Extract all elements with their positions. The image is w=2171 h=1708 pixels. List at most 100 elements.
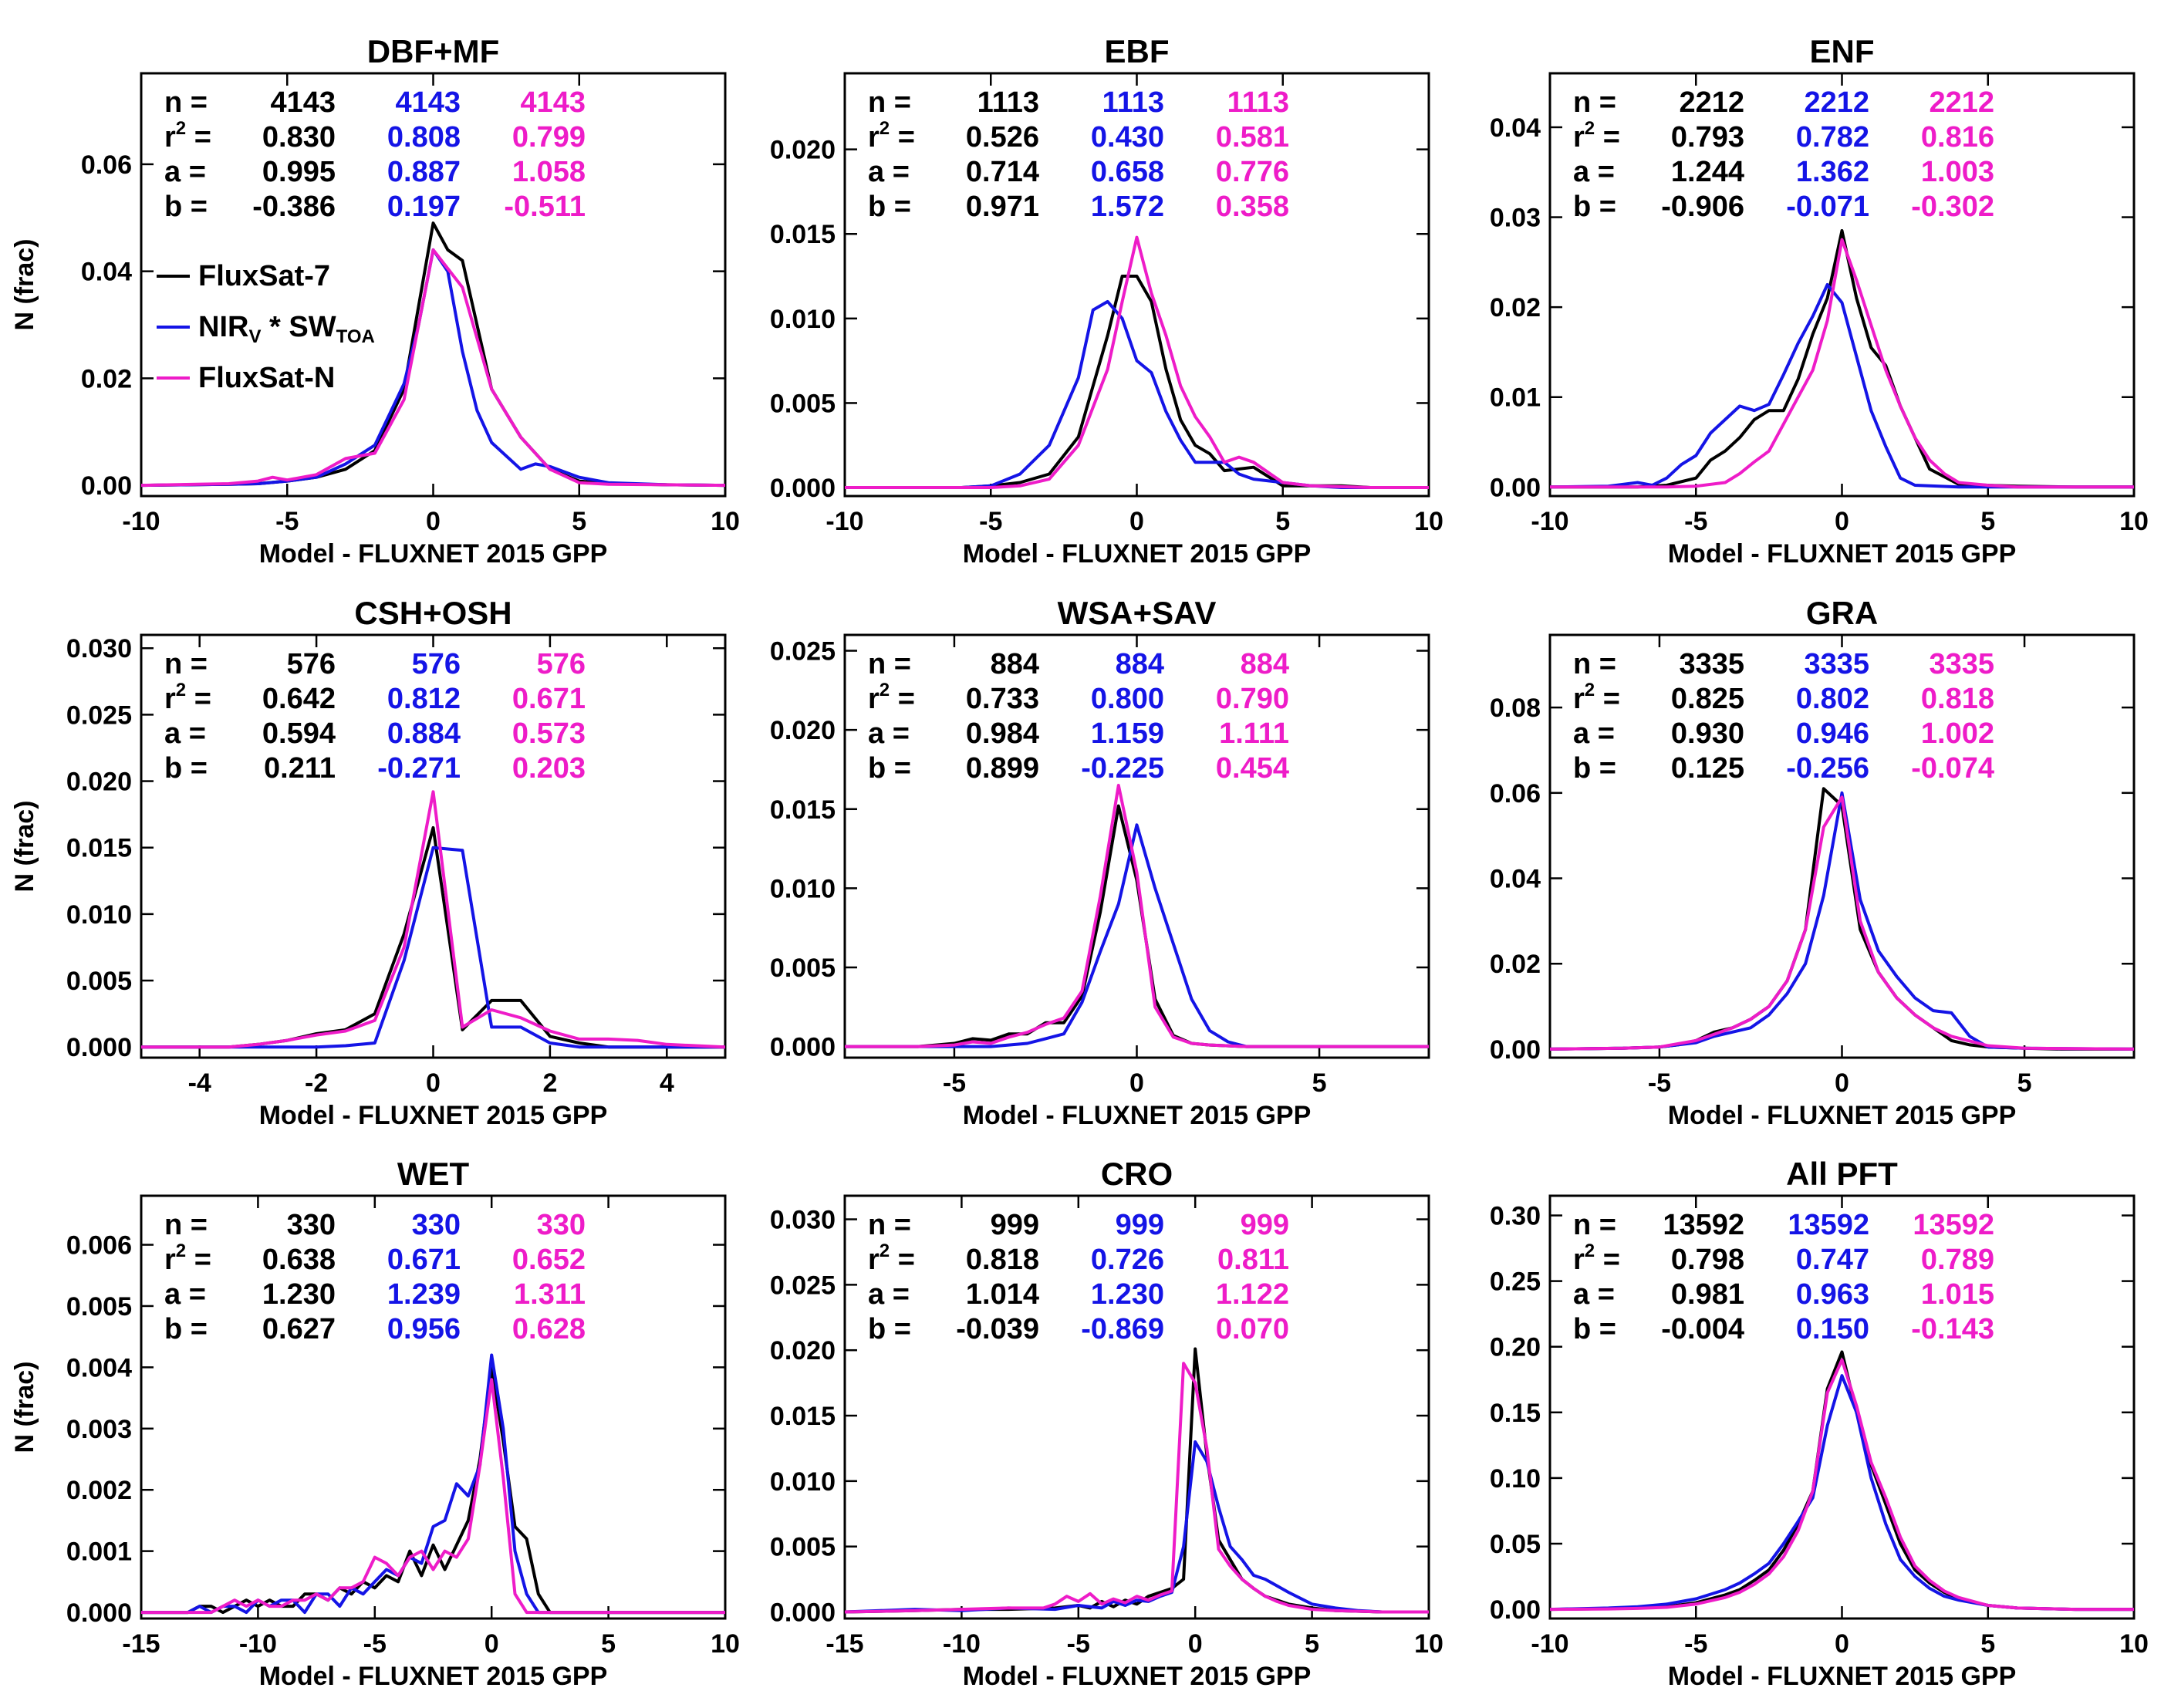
stat-value-r2: 0.581: [1216, 121, 1289, 154]
series-group: [1550, 787, 2134, 1051]
x-tick-label: 10: [2119, 1629, 2149, 1659]
x-tick-label: 5: [1980, 507, 1995, 536]
y-tick-label: 0.030: [66, 634, 132, 663]
series-line-fluxsat7: [845, 1347, 1429, 1614]
stat-value-b: 0.203: [512, 752, 586, 785]
y-tick-label: 0.025: [66, 700, 132, 730]
y-tick-label: 0.04: [1490, 113, 1541, 143]
stat-value-b: 0.070: [1216, 1313, 1289, 1345]
stat-value-r2: 0.799: [512, 121, 586, 154]
y-tick-label: 0.010: [770, 874, 836, 903]
y-tick-label: 0.002: [66, 1476, 132, 1505]
stat-value-r2: 0.830: [262, 121, 336, 154]
panel-title: DBF+MF: [367, 33, 500, 69]
series-line-fluxsat7: [845, 804, 1429, 1048]
stat-label-b: b =: [1573, 752, 1616, 785]
stat-value-a: 1.159: [1091, 717, 1164, 750]
x-axis-label: Model - FLUXNET 2015 GPP: [259, 539, 608, 569]
y-tick-label: 0.25: [1490, 1267, 1541, 1297]
series-line-fluxsat7: [845, 275, 1429, 489]
stat-value-r2: 0.798: [1671, 1244, 1744, 1276]
stat-label-b: b =: [868, 1313, 911, 1345]
stat-label-n: n =: [868, 648, 911, 680]
y-tick-label: 0.006: [66, 1231, 132, 1261]
x-tick-label: -5: [979, 507, 1002, 536]
stat-value-a: 0.981: [1671, 1278, 1744, 1311]
stat-value-n: 330: [412, 1209, 461, 1241]
y-tick-label: 0.03: [1490, 204, 1541, 233]
y-tick-label: 0.015: [770, 220, 836, 249]
stat-value-b: 0.628: [512, 1313, 586, 1345]
x-tick-label: 5: [1305, 1629, 1319, 1659]
panel-title: WET: [397, 1156, 470, 1192]
stat-value-n: 2212: [1804, 86, 1869, 119]
x-tick-label: -2: [305, 1068, 328, 1098]
panel-wsa-sav: WSA+SAV -5 0 5 0.000 0.005 0.010 0.015 0.020 0.02…: [770, 595, 1430, 1130]
y-tick-label: 0.005: [66, 967, 132, 996]
y-tick-label: 0.02: [81, 364, 132, 393]
stat-value-a: 0.930: [1671, 717, 1744, 750]
y-tick-label: 0.000: [66, 1598, 132, 1628]
y-tick-label: 0.020: [66, 768, 132, 797]
stat-value-n: 884: [1241, 648, 1289, 680]
x-tick-label: 10: [711, 1629, 740, 1659]
stat-value-r2: 0.825: [1671, 683, 1744, 715]
y-tick-label: 0.10: [1490, 1464, 1541, 1494]
stat-value-a: 0.658: [1091, 156, 1164, 188]
stat-label-n: n =: [1573, 1209, 1616, 1241]
stat-value-b: 0.627: [262, 1313, 336, 1345]
stat-value-r2: 0.800: [1091, 683, 1164, 715]
y-tick-label: 0.08: [1490, 694, 1541, 723]
x-axis-label: Model - FLUXNET 2015 GPP: [259, 1101, 608, 1130]
series-line-fluxsatn: [141, 248, 725, 488]
stat-value-a: 0.887: [387, 156, 461, 188]
x-tick-label: 2: [542, 1068, 557, 1098]
stat-value-n: 2212: [1929, 86, 1994, 119]
panel-dbf-mf: DBF+MF -10 -5 0 5 10 0.00 0.02 0.04 0.06 Model - F…: [10, 33, 740, 569]
stat-value-r2: 0.642: [262, 683, 336, 715]
stat-value-r2: 0.671: [387, 1244, 461, 1276]
series-line-nirv: [141, 248, 725, 488]
y-tick-label: 0.025: [770, 637, 836, 667]
x-tick-label: -4: [188, 1068, 211, 1098]
y-tick-label: 0.00: [1490, 1035, 1541, 1065]
x-tick-label: 10: [711, 507, 740, 536]
x-tick-label: -5: [363, 1629, 387, 1659]
stat-value-r2: 0.802: [1796, 683, 1869, 715]
stat-label-r2: r2 =: [868, 118, 915, 154]
stat-value-b: -0.225: [1081, 752, 1164, 785]
series-line-nirv: [1550, 791, 2134, 1051]
stat-label-n: n =: [164, 1209, 208, 1241]
x-tick-label: 0: [1188, 1629, 1203, 1659]
stat-value-a: 1.230: [1091, 1278, 1164, 1311]
panel-all-pft: All PFT -10 -5 0 5 10 0.00 0.05 0.10 0.15 0.20 0.25…: [1490, 1156, 2149, 1691]
series-group: [141, 790, 725, 1049]
series-line-fluxsatn: [1550, 1358, 2134, 1612]
stat-value-b: -0.004: [1661, 1313, 1744, 1345]
y-tick-label: 0.020: [770, 136, 836, 165]
y-tick-label: 0.001: [66, 1538, 132, 1567]
stat-value-a: 1.311: [514, 1278, 586, 1311]
stat-value-b: 0.956: [387, 1313, 461, 1345]
series-line-fluxsatn: [845, 1362, 1429, 1614]
stats-block: n = 330 330 330 r2 = 0.638 0.671 0.652 a = 1.230 1…: [164, 1209, 586, 1345]
stat-value-b: 0.454: [1216, 752, 1289, 785]
stat-label-a: a =: [868, 717, 910, 750]
stat-value-a: 1.058: [512, 156, 586, 188]
stats-block: n = 884 884 884 r2 = 0.733 0.800 0.790 a = 0.984 1…: [868, 648, 1289, 785]
stat-value-b: -0.906: [1661, 191, 1744, 223]
stat-value-n: 1113: [977, 86, 1039, 119]
stat-value-r2: 0.638: [262, 1244, 336, 1276]
stat-label-n: n =: [868, 86, 911, 119]
stat-label-r2: r2 =: [1573, 1240, 1620, 1276]
stat-value-a: 1.122: [1216, 1278, 1289, 1311]
stat-label-r2: r2 =: [868, 1240, 915, 1276]
y-tick-label: 0.02: [1490, 293, 1541, 322]
series-group: [845, 784, 1429, 1048]
stat-value-n: 330: [537, 1209, 586, 1241]
stat-value-r2: 0.793: [1671, 121, 1744, 154]
series-line-fluxsatn: [1550, 795, 2134, 1051]
y-tick-label: 0.06: [81, 150, 132, 180]
series-line-fluxsatn: [1550, 238, 2134, 489]
y-tick-label: 0.00: [1490, 473, 1541, 502]
